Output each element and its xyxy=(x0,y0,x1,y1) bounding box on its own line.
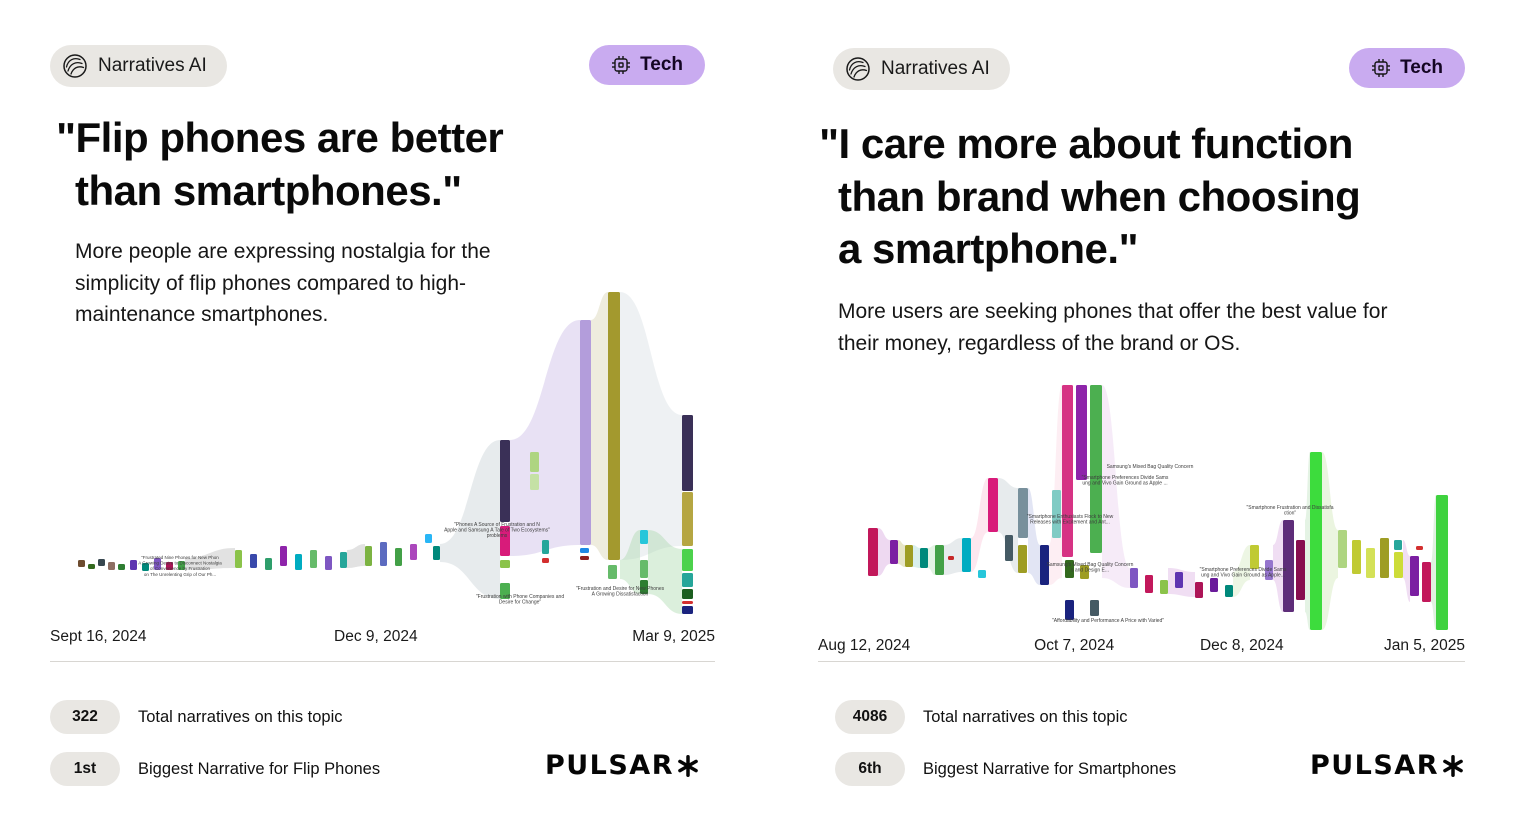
stat-pill-rank: 1st xyxy=(50,752,120,786)
narrative-flow-chart: Samsung's Mixed Bag Quality Concern "Smar… xyxy=(868,385,1448,630)
svg-text:"Affordability and Performance: "Affordability and Performance A Price w… xyxy=(1052,618,1164,624)
stat-pill-total: 4086 xyxy=(835,700,905,734)
axis-date-end: Mar 9, 2025 xyxy=(632,628,715,645)
narrative-card-flip-phones: Narratives AI Tech "Flip phones are bett… xyxy=(50,0,715,828)
headline-quote: "Flip phones are better than smartphones… xyxy=(56,114,504,214)
stat-label-rank: Biggest Narrative for Smartphones xyxy=(923,759,1177,778)
axis-date-end: Jan 5, 2025 xyxy=(1383,637,1465,654)
headline-quote: "I care more about function than brand w… xyxy=(819,120,1361,272)
axis-date-start: Sept 16, 2024 xyxy=(50,628,147,645)
pulsar-logo: PULSAR xyxy=(1310,750,1465,781)
narrative-card-smartphones: Narratives AI Tech "I care more about fu… xyxy=(818,0,1465,828)
axis-date-mid1: Oct 7, 2024 xyxy=(1034,637,1115,654)
stat-label-total: Total narratives on this topic xyxy=(923,707,1128,726)
pulsar-logo-text: PULSAR xyxy=(544,750,674,781)
axis-date-start: Aug 12, 2024 xyxy=(818,637,911,654)
subtitle-text: More users are seeking phones that offer… xyxy=(838,300,1388,355)
divider xyxy=(50,661,715,662)
pulsar-logo-text: PULSAR xyxy=(1309,750,1439,781)
date-axis: Aug 12, 2024 Oct 7, 2024 Dec 8, 2024 Jan… xyxy=(818,637,1465,659)
pulsar-logo: PULSAR xyxy=(545,750,700,781)
svg-text:Samsung's Mixed Bag Quality Co: Samsung's Mixed Bag Quality Concern xyxy=(1107,464,1194,470)
svg-text:"Frustration with Phone Compan: "Frustration with Phone Companies and Des… xyxy=(476,594,564,606)
svg-text:"Smartphone Preferences Divide: "Smartphone Preferences Divide Sams ung a… xyxy=(1082,475,1169,487)
stat-total-narratives: 4086 Total narratives on this topic xyxy=(835,700,1128,734)
subtitle-text: More people are expressing nostalgia for… xyxy=(75,240,491,326)
tech-tag: Tech xyxy=(1349,48,1465,88)
narratives-ai-logo-icon xyxy=(846,57,870,81)
pulsar-star-icon xyxy=(1443,754,1463,777)
svg-text:"Frustrated Nine Phones for Ne: "Frustrated Nine Phones for New Phon A Gr… xyxy=(138,555,222,577)
badge-label: Narratives AI xyxy=(881,58,990,79)
pulsar-star-icon xyxy=(678,754,698,777)
stat-label-rank: Biggest Narrative for Flip Phones xyxy=(138,759,381,778)
chip-icon xyxy=(612,56,631,74)
svg-text:"Smartphone Preferences Divide: "Smartphone Preferences Divide Sams ung a… xyxy=(1200,567,1287,579)
date-axis: Sept 16, 2024 Dec 9, 2024 Mar 9, 2025 xyxy=(50,628,715,650)
svg-text:"Phones A Source of Frustratio: "Phones A Source of Frustration and N App… xyxy=(444,522,550,539)
badge-label: Narratives AI xyxy=(98,55,207,76)
svg-text:"Smartphone Enthusiasts Flock: "Smartphone Enthusiasts Flock to New Rele… xyxy=(1027,514,1114,526)
axis-date-mid: Dec 9, 2024 xyxy=(334,628,418,645)
narrative-flow-chart: "Phones A Source of Frustration and N App… xyxy=(78,292,693,614)
stat-biggest-narrative: 1st Biggest Narrative for Flip Phones xyxy=(50,752,380,786)
narratives-ai-logo-icon xyxy=(63,54,87,78)
svg-text:Samsung's Mixed Bag Quality Co: Samsung's Mixed Bag Quality Concern s and… xyxy=(1047,562,1134,574)
stat-label-total: Total narratives on this topic xyxy=(138,707,343,726)
tag-label: Tech xyxy=(1400,57,1443,78)
chip-icon xyxy=(1372,59,1391,77)
narratives-ai-badge: Narratives AI xyxy=(50,45,227,87)
tech-tag: Tech xyxy=(589,45,705,85)
stat-pill-rank: 6th xyxy=(835,752,905,786)
tag-label: Tech xyxy=(640,54,683,75)
stat-total-narratives: 322 Total narratives on this topic xyxy=(50,700,343,734)
stat-pill-total: 322 xyxy=(50,700,120,734)
narratives-ai-badge: Narratives AI xyxy=(833,48,1010,90)
svg-text:"Frustration and Desire for Ne: "Frustration and Desire for New Phones A … xyxy=(576,586,665,598)
divider xyxy=(818,661,1465,662)
axis-date-mid2: Dec 8, 2024 xyxy=(1199,637,1284,654)
svg-text:"Smartphone Frustration and Di: "Smartphone Frustration and Dissatisfa ct… xyxy=(1246,505,1333,517)
stat-biggest-narrative: 6th Biggest Narrative for Smartphones xyxy=(835,752,1176,786)
